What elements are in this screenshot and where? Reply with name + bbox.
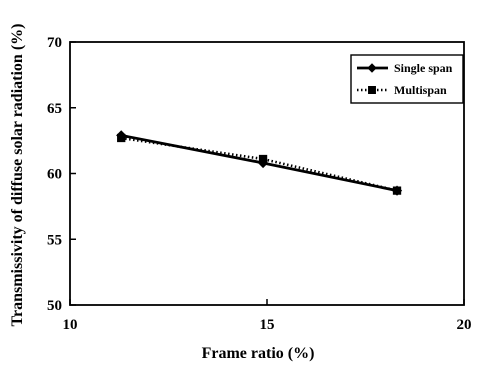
y-axis-ticks: 50 55 60 65 70 [47, 35, 76, 314]
y-tick-label: 65 [47, 101, 62, 117]
y-tick-label: 50 [47, 298, 62, 314]
y-tick-label: 55 [47, 232, 62, 248]
y-tick-label: 70 [47, 35, 62, 51]
x-tick-label: 20 [457, 317, 472, 333]
legend-marker [368, 86, 376, 94]
legend-box [350, 54, 464, 104]
data-point-multispan [117, 133, 126, 143]
y-tick-label: 60 [47, 167, 62, 183]
legend-marker [367, 63, 377, 73]
x-tick-label: 15 [260, 317, 275, 333]
y-axis-label: Transmissivity of diffuse solar radiatio… [9, 24, 26, 327]
legend: Single span Multispan [350, 54, 464, 104]
data-point-multispan [258, 154, 268, 164]
data-point-multispan [392, 186, 402, 195]
series-layer [116, 130, 403, 196]
legend-label: Multispan [394, 83, 447, 97]
x-axis-label: Frame ratio (%) [202, 345, 315, 362]
legend-label: Single span [394, 61, 453, 75]
series-multispan [117, 133, 402, 195]
x-axis-ticks: 10 15 20 [63, 299, 472, 333]
x-tick-label: 10 [63, 317, 78, 333]
